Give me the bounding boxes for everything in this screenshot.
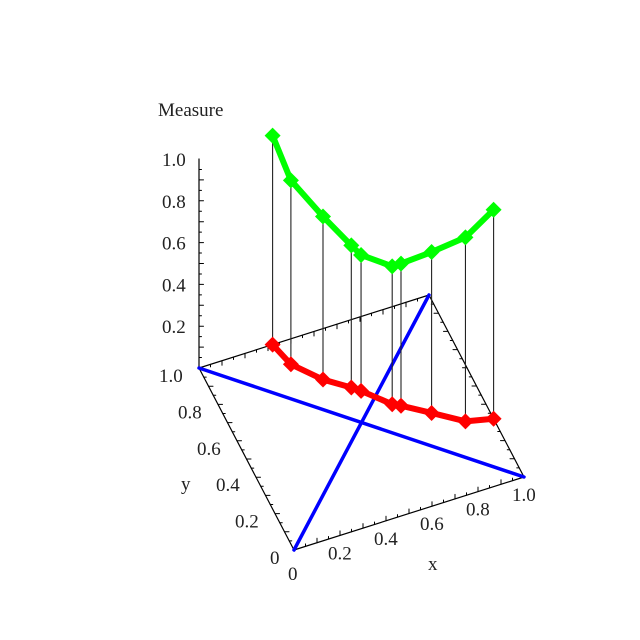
y-tick-label: 0.6 [197, 439, 221, 460]
floor-point-marker [353, 382, 370, 399]
curve-point-marker [393, 255, 409, 272]
z-tick-label: 1.0 [162, 150, 186, 171]
floor-point-marker [393, 397, 409, 414]
curve-point-marker [343, 237, 360, 254]
x-tick-label: 1.0 [512, 485, 536, 506]
floor-point-marker [423, 404, 440, 421]
floor-point-marker [457, 413, 474, 430]
x-tick-label: 0.2 [328, 543, 352, 564]
x-tick-label: 0.6 [420, 514, 444, 535]
z-tick-label: 0.8 [162, 192, 186, 213]
marks-group [197, 127, 526, 552]
x-tick-label: 0 [288, 564, 298, 585]
curve-point-marker [485, 201, 502, 218]
floor-point-marker [264, 336, 281, 353]
curve-3d-line [269, 134, 496, 270]
x-tick-label: 0.4 [374, 529, 398, 550]
x-tick-label: 0.8 [466, 500, 490, 521]
curve-point-marker [457, 229, 474, 246]
y-tick-label: 0 [270, 548, 280, 569]
x-axis-label: x [428, 554, 438, 575]
diagonal-line-2 [197, 366, 526, 479]
floor-point-marker [485, 410, 502, 427]
y-tick-label: 0.4 [216, 475, 240, 496]
z-tick-label: 0.4 [162, 275, 186, 296]
y-tick-label: 0.2 [235, 512, 259, 533]
z-tick-label: 0.2 [162, 317, 186, 338]
floor-projection-line [270, 342, 494, 425]
curve-point-marker [315, 208, 331, 225]
y-tick-label: 1.0 [159, 366, 183, 387]
curve-point-marker [282, 172, 299, 189]
z-tick-label: 0.6 [162, 234, 186, 255]
floor-point-marker [282, 356, 299, 373]
y-axis-label: y [181, 474, 191, 495]
axes-group: 0 0.2 0.4 0.6 0.8 1.0 0 0.2 0.4 0.6 0.8 1.0 0.2 0.4 0.… [159, 150, 536, 585]
curve-point-marker [353, 246, 370, 263]
curve-point-marker [264, 127, 281, 144]
y-tick-label: 0.8 [178, 402, 202, 423]
z-axis-label: Measure [158, 100, 223, 121]
floor-point-marker [315, 371, 331, 388]
curve-point-marker [423, 244, 440, 261]
